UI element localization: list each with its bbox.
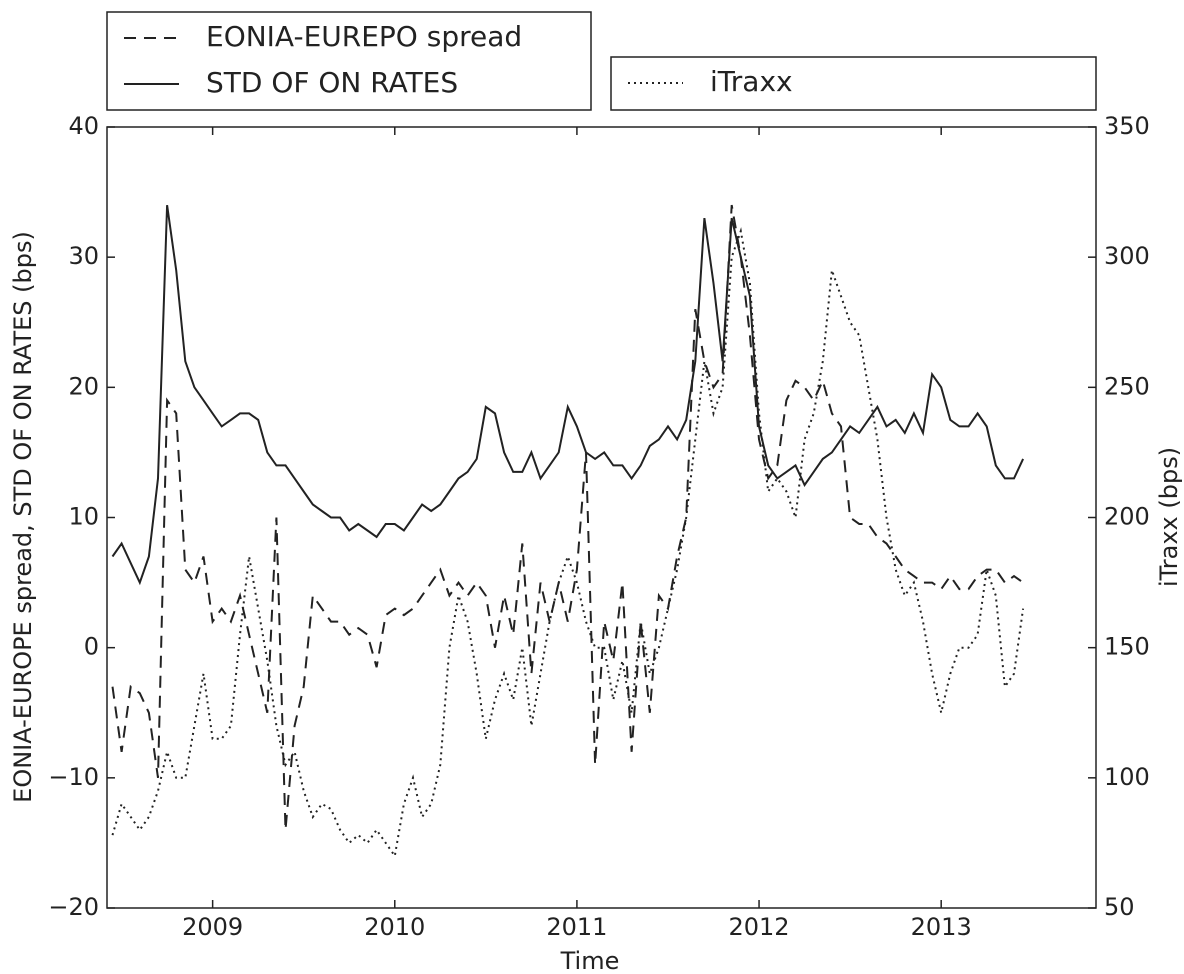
y-tick-label: −20 [48,893,99,921]
legend-box [610,56,1097,111]
series-line [111,227,1025,859]
y2-tick-label: 200 [1104,503,1150,531]
y2-tick-label: 300 [1104,242,1150,270]
y-tick-label: 10 [68,503,99,531]
y2-tick-label: 100 [1104,763,1150,791]
y2-tick-label: 350 [1104,112,1150,140]
x-tick-label: 2010 [364,913,425,941]
y-tick-label: 20 [68,372,99,400]
series-line [111,204,1025,586]
x-tick-label: 2011 [546,913,607,941]
x-axis-label: Time [560,947,620,974]
x-tick-label: 2012 [729,913,790,941]
plot-frame [106,126,1097,909]
legend-label: iTraxx [710,65,793,98]
y-tick-label: 0 [84,633,99,661]
y-tick-label: 40 [68,112,99,140]
series-line [111,204,1024,830]
y-tick-label: −10 [48,763,99,791]
legend-box [106,11,592,111]
x-tick-label: 2009 [182,913,243,941]
y-tick-label: 30 [68,242,99,270]
y-axis-label: EONIA-EUROPE spread, STD OF ON RATES (bp… [9,231,37,803]
y2-tick-label: 150 [1104,633,1150,661]
legend-label: STD OF ON RATES [206,66,458,99]
legend-label: EONIA-EUREPO spread [206,20,522,53]
y2-tick-label: 50 [1104,893,1135,921]
y2-axis-label: iTraxx (bps) [1155,447,1183,587]
y2-tick-label: 250 [1104,372,1150,400]
x-tick-label: 2013 [911,913,972,941]
